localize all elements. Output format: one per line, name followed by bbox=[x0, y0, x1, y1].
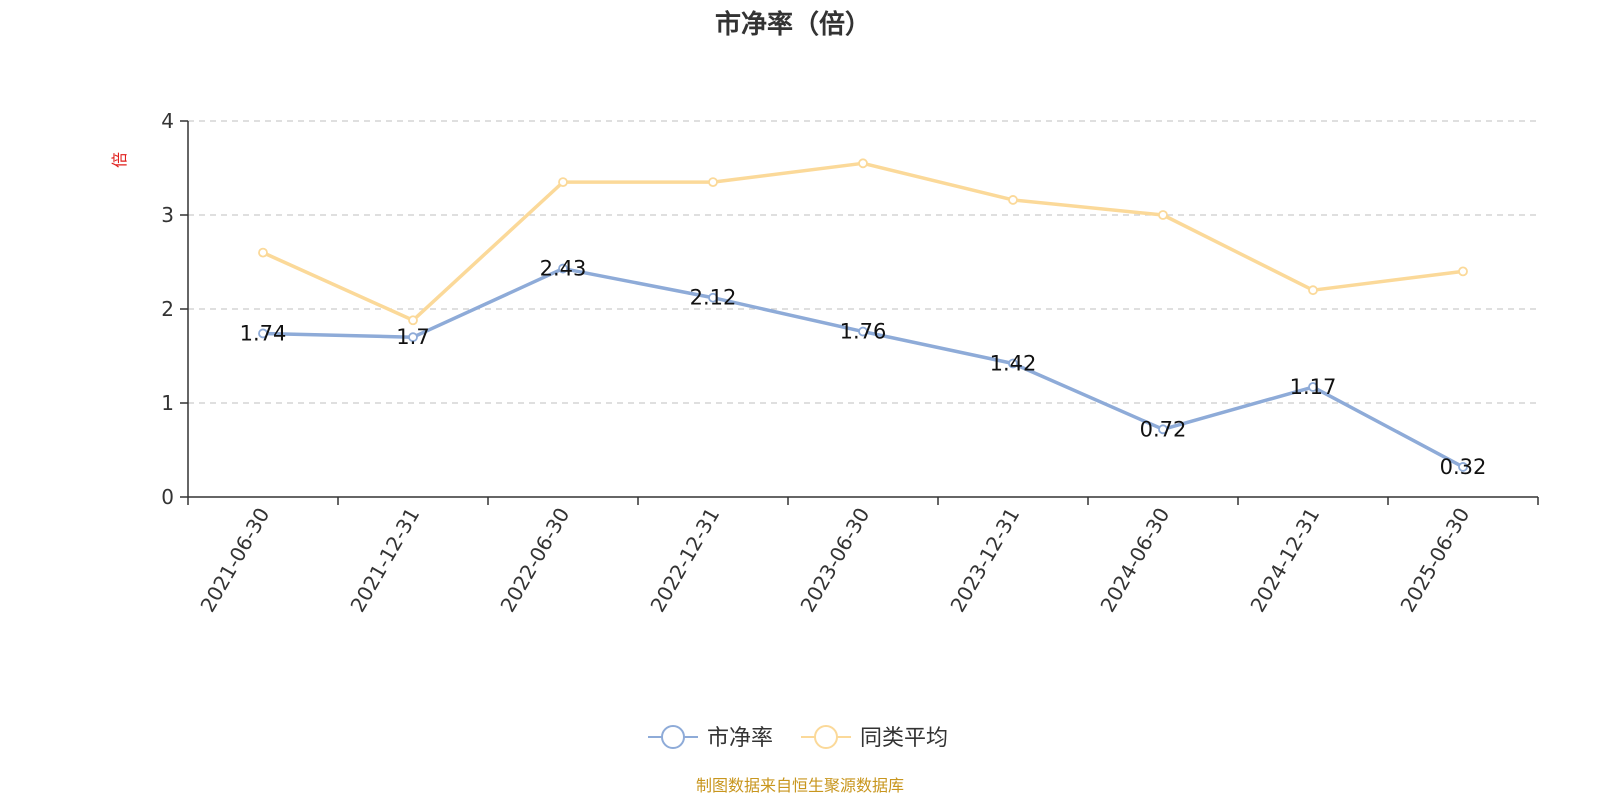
x-tick-label: 2024-12-31 bbox=[1245, 504, 1324, 617]
data-labels: 1.74 1.7 2.43 2.12 1.76 1.42 0.72 1.17 0.32 bbox=[240, 257, 1487, 479]
series-point-0 bbox=[1308, 382, 1318, 392]
x-tick-label: 2023-12-31 bbox=[945, 504, 1024, 617]
data-label: 1.76 bbox=[840, 320, 887, 344]
legend-label: 同类平均 bbox=[860, 726, 948, 751]
y-tick-label: 4 bbox=[161, 109, 174, 133]
x-tick-label: 2023-06-30 bbox=[795, 504, 874, 617]
series-line-1 bbox=[261, 161, 1465, 323]
data-label: 1.17 bbox=[1290, 375, 1337, 399]
series-point-0 bbox=[1008, 358, 1018, 369]
chart-title: 市净率（倍） bbox=[715, 9, 871, 40]
series-point-0 bbox=[1158, 424, 1168, 435]
series-point-1 bbox=[1158, 210, 1168, 220]
y-tick-label: 0 bbox=[161, 485, 174, 509]
x-tick-label: 2021-06-30 bbox=[195, 504, 274, 617]
data-label: 0.72 bbox=[1140, 417, 1187, 441]
data-label: 1.74 bbox=[240, 321, 287, 345]
series-point-0 bbox=[558, 263, 568, 274]
x-tick-label: 2021-12-31 bbox=[345, 504, 424, 617]
data-label: 1.7 bbox=[396, 325, 429, 349]
y-tick-label: 1 bbox=[161, 391, 174, 415]
series-point-0 bbox=[858, 326, 868, 337]
y-tick-label: 3 bbox=[161, 203, 174, 227]
legend-label: 市净率 bbox=[707, 726, 773, 751]
series-point-0 bbox=[258, 328, 268, 339]
source-note: 制图数据来自恒生聚源数据库 bbox=[696, 776, 904, 795]
series-point-1 bbox=[558, 177, 568, 188]
series-point-1 bbox=[1008, 195, 1018, 205]
series-point-0 bbox=[408, 332, 418, 343]
x-tick-label: 2022-06-30 bbox=[495, 504, 574, 617]
y-tick-label: 2 bbox=[161, 297, 174, 321]
series-line-0 bbox=[261, 266, 1465, 469]
data-label: 0.32 bbox=[1440, 455, 1487, 479]
series-point-1 bbox=[1458, 266, 1468, 277]
grid-lines bbox=[188, 120, 1538, 404]
series-point-0 bbox=[708, 292, 718, 303]
legend[interactable]: 市净率 同类平均 bbox=[648, 725, 948, 751]
y-axis-label: 倍 bbox=[110, 152, 129, 168]
x-tick-label: 2022-12-31 bbox=[645, 504, 724, 617]
legend-item-0[interactable]: 市净率 bbox=[648, 725, 773, 751]
legend-marker-icon bbox=[814, 725, 838, 749]
axes: 0 1 2 3 4 2021-06-30 2021-12-31 2022-06-30 2022-… bbox=[161, 109, 1539, 617]
data-label: 2.12 bbox=[690, 286, 737, 310]
series-point-0 bbox=[1458, 462, 1468, 472]
x-tick-label: 2025-06-30 bbox=[1395, 504, 1474, 617]
x-tick-label: 2024-06-30 bbox=[1095, 504, 1174, 617]
series-point-1 bbox=[858, 158, 868, 169]
series-point-1 bbox=[408, 315, 418, 326]
series-point-1 bbox=[708, 177, 718, 188]
legend-item-1[interactable]: 同类平均 bbox=[801, 725, 948, 751]
data-label: 2.43 bbox=[540, 257, 587, 281]
series-lines bbox=[258, 158, 1468, 472]
legend-marker-icon bbox=[661, 725, 685, 749]
data-label: 1.42 bbox=[990, 352, 1037, 376]
series-point-1 bbox=[1308, 285, 1318, 296]
series-point-1 bbox=[258, 247, 268, 258]
